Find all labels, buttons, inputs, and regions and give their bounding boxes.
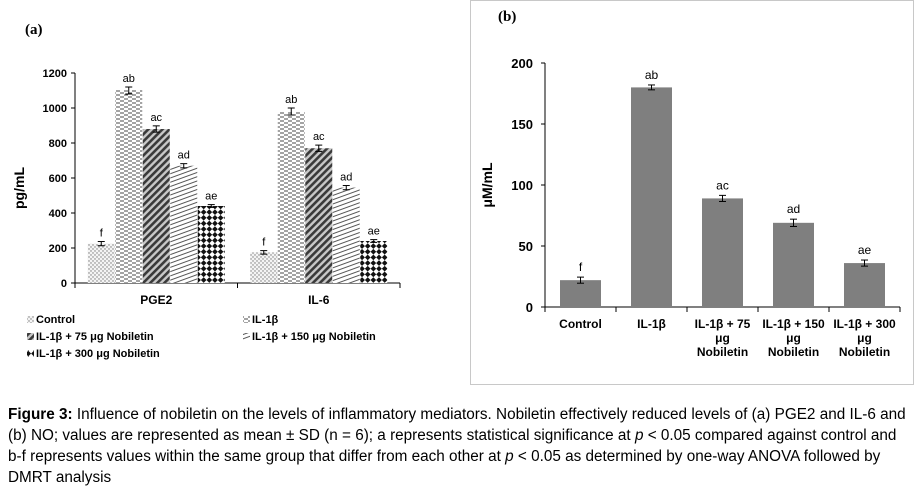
- panel-a-data-label: ae: [368, 226, 380, 238]
- panel-a-y-tick-label: 600: [49, 173, 67, 185]
- panel-b-y-tick-label: 150: [511, 117, 533, 132]
- panel-a-chart: (a) 0 200 400 600 800 1000 1200 pg/mL PGE2 f ab ac ad…: [11, 22, 401, 360]
- panel-a-y-tick-label: 200: [49, 243, 67, 255]
- panel-b-x-tick-label: μg: [715, 331, 730, 345]
- panel-b-x-tick-label: Nobiletin: [839, 345, 890, 359]
- panel-b-bar: [560, 280, 601, 307]
- panel-a-bar: [197, 206, 225, 283]
- panel-a-data-label: f: [100, 228, 104, 240]
- panel-a-bar: [170, 165, 198, 283]
- panel-a-legend-swatch: [27, 316, 34, 323]
- panel-b-y-tick-label: 0: [526, 300, 533, 315]
- panel-b-data-label: ae: [858, 243, 872, 257]
- panel-b-y-tick-label: 50: [519, 239, 533, 254]
- panel-a-legend-label: IL-1β: [252, 314, 279, 326]
- panel-b-data-label: ad: [787, 202, 800, 216]
- panel-b-chart: (b) 0 50 100 150 200 μM/mL f Control ab IL-1β ac IL-…: [479, 9, 901, 359]
- panel-a-x-tick-label: PGE2: [140, 293, 172, 307]
- panel-a-data-label: f: [262, 237, 266, 249]
- panel-b-x-tick-label: Nobiletin: [697, 345, 748, 359]
- panel-a-bar: [277, 111, 305, 283]
- panel-b-bar: [631, 87, 672, 308]
- panel-b-x-tick-label: Nobiletin: [768, 345, 819, 359]
- figure-caption: Figure 3: Influence of nobiletin on the …: [8, 404, 913, 488]
- panel-a-legend-swatch: [27, 350, 34, 357]
- panel-a-label: (a): [25, 22, 43, 38]
- panel-a-data-label: ad: [178, 150, 190, 162]
- panel-a-data-label: ac: [313, 131, 325, 143]
- panel-a-legend-swatch: [27, 333, 34, 340]
- caption-text-2: < 0.05 compared against control and b-f …: [8, 427, 897, 465]
- panel-b-y-tick-label: 100: [511, 178, 533, 193]
- panel-a-x-tick-label: IL-6: [308, 293, 330, 307]
- panel-a-y-tick-label: 400: [49, 208, 67, 220]
- panel-b-data-label: ab: [645, 68, 659, 82]
- panel-b-bar: [773, 222, 814, 307]
- panel-b-x-tick-label: μg: [857, 331, 872, 345]
- caption-text-1: Influence of nobiletin on the levels of …: [8, 406, 906, 444]
- panel-a-y-tick-label: 0: [61, 278, 67, 290]
- panel-b-y-tick-label: 200: [511, 56, 533, 71]
- panel-a-bar: [305, 148, 333, 283]
- panel-a-bar: [115, 90, 143, 283]
- panel-a-y-tick-label: 1200: [43, 68, 67, 80]
- panel-b-frame: [470, 0, 914, 385]
- figure-charts: (a)020040060080010001200pg/mLPGE2fabacad…: [11, 9, 901, 360]
- panel-a-data-label: ac: [150, 112, 162, 124]
- panel-a-legend-label: Control: [36, 314, 75, 326]
- panel-a-y-tick-label: 1000: [43, 103, 67, 115]
- panel-b-label: (b): [498, 9, 516, 25]
- panel-a-data-label: ab: [123, 73, 135, 85]
- caption-p-2: p: [505, 448, 514, 465]
- panel-a-y-axis-title: pg/mL: [11, 167, 27, 209]
- panel-b-data-label: ac: [716, 178, 729, 192]
- panel-a-legend-swatch: [243, 316, 250, 323]
- caption-text-3: < 0.05 as determined by one-way ANOVA fo…: [8, 448, 881, 486]
- panel-b-y-axis-title: μM/mL: [479, 162, 495, 208]
- panel-a-legend-label: IL-1β + 150 μg Nobiletin: [252, 331, 376, 343]
- panel-a-bar: [332, 187, 360, 283]
- panel-b-bar: [702, 198, 743, 307]
- panel-a-bar: [87, 243, 115, 283]
- panel-a-legend-swatch: [243, 333, 250, 340]
- panel-a-bar: [360, 241, 388, 283]
- panel-a-legend-label: IL-1β + 75 μg Nobiletin: [36, 331, 154, 343]
- panel-b-x-tick-label: IL-1β + 300: [833, 317, 896, 331]
- panel-a-legend-label: IL-1β + 300 μg Nobiletin: [36, 348, 160, 360]
- panel-a-data-label: ad: [340, 172, 352, 184]
- panel-b-x-tick-label: μg: [786, 331, 801, 345]
- panel-b-x-tick-label: IL-1β + 150: [762, 317, 825, 331]
- panel-b-x-tick-label: Control: [559, 317, 602, 331]
- panel-a-bar: [250, 252, 278, 283]
- panel-b-data-label: f: [579, 260, 583, 274]
- caption-title: Figure 3:: [8, 406, 73, 423]
- panel-b-bar: [844, 263, 885, 307]
- panel-a-data-label: ae: [205, 191, 217, 203]
- panel-a-y-tick-label: 800: [49, 138, 67, 150]
- panel-b-x-tick-label: IL-1β: [637, 317, 666, 331]
- caption-p-1: p: [634, 427, 644, 444]
- panel-b-x-tick-label: IL-1β + 75: [695, 317, 751, 331]
- panel-a-data-label: ab: [285, 94, 297, 106]
- panel-a-bar: [142, 129, 170, 283]
